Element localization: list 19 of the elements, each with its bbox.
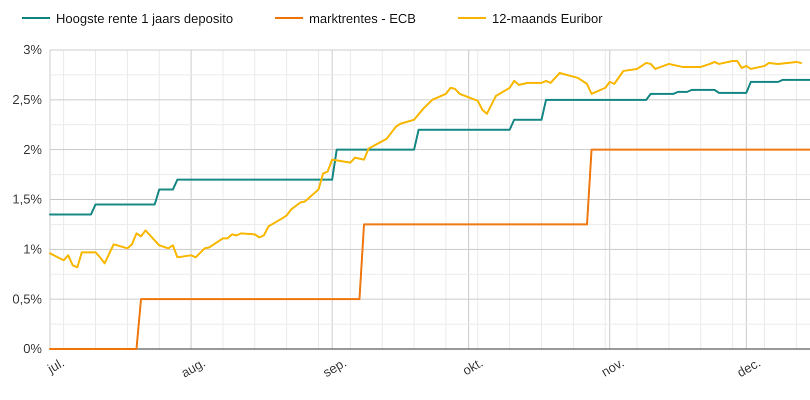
legend-label: marktrentes - ECB (309, 11, 416, 26)
x-tick-label: aug. (178, 354, 208, 380)
y-tick-label: 0% (23, 341, 42, 356)
x-tick-label: dec. (734, 354, 764, 380)
x-tick-label: nov. (598, 354, 627, 380)
y-tick-label: 2,5% (12, 92, 42, 107)
y-tick-label: 0,5% (12, 291, 42, 306)
x-tick-label: jul. (44, 354, 67, 377)
x-tick-label: okt. (460, 354, 486, 378)
x-tick-label: sep. (320, 354, 350, 380)
line-series (49, 148, 810, 350)
y-tick-label: 2% (23, 142, 42, 157)
y-tick-label: 1,5% (12, 192, 42, 207)
legend-label: Hoogste rente 1 jaars deposito (56, 11, 234, 26)
y-tick-label: 1% (23, 241, 42, 256)
line-series (49, 78, 810, 216)
legend-label: 12-maands Euribor (492, 11, 604, 26)
line-series (49, 60, 802, 268)
y-tick-label: 3% (23, 42, 42, 58)
